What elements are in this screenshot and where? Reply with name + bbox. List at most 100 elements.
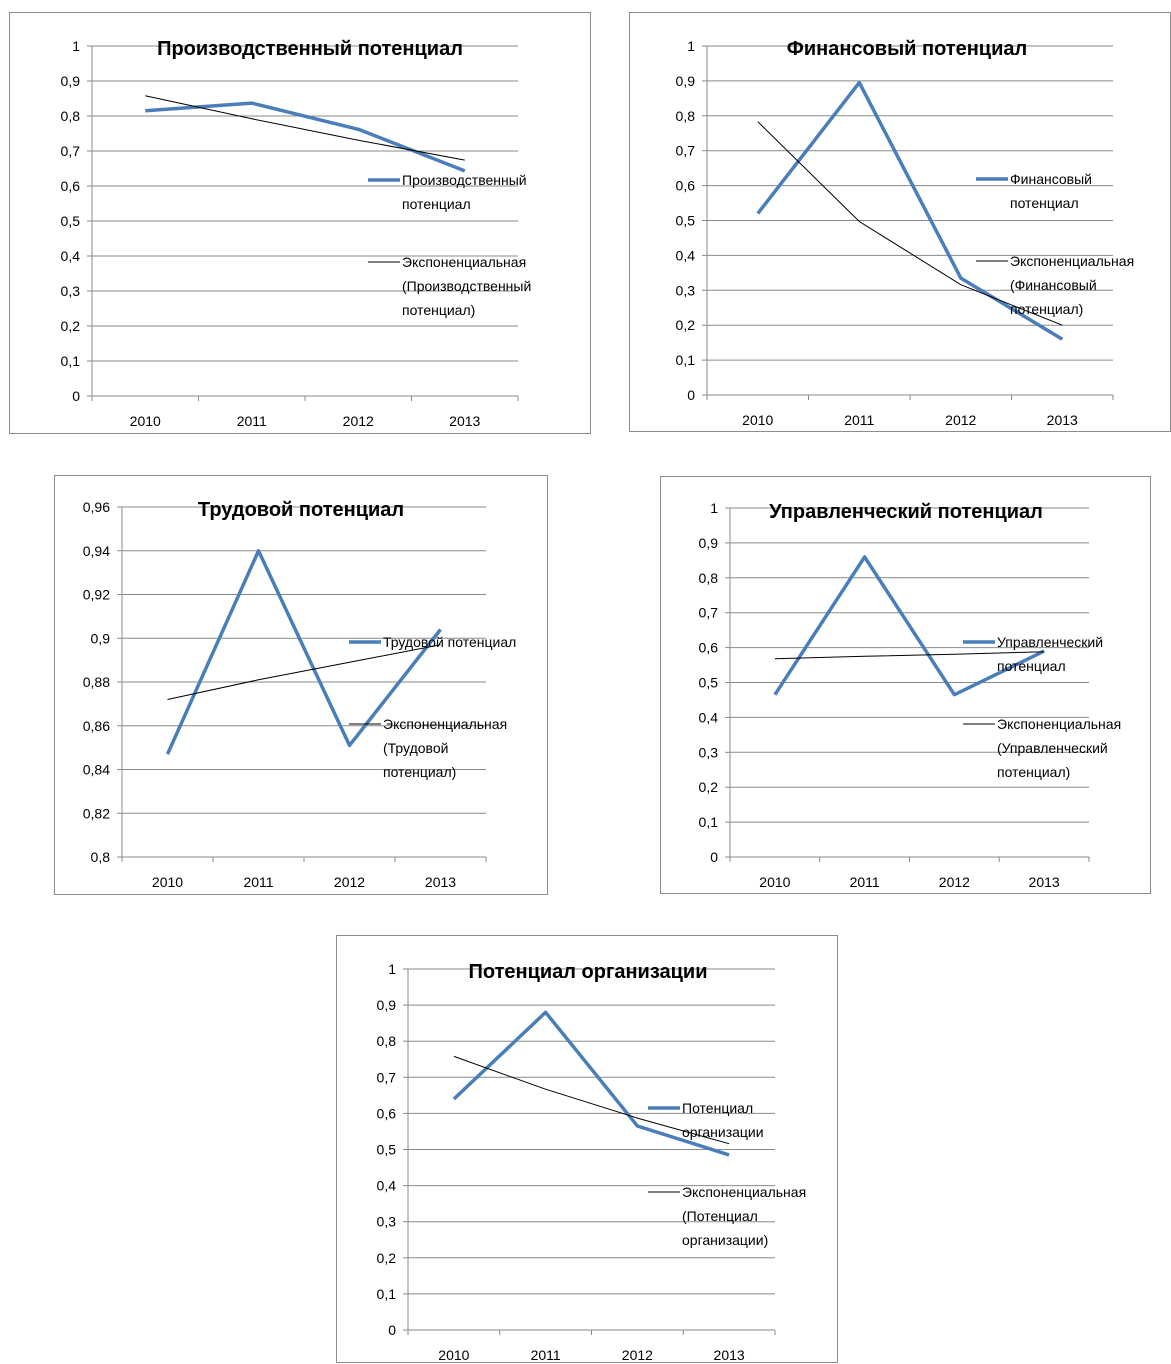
y-tick-label: 0,9 <box>377 997 397 1013</box>
y-tick-label: 0,8 <box>91 849 111 865</box>
y-tick-label: 0,4 <box>699 709 719 725</box>
y-tick-label: 0,6 <box>699 640 719 656</box>
y-tick-label: 0 <box>388 1322 396 1338</box>
y-tick-label: 0,7 <box>61 143 81 159</box>
y-tick-label: 0 <box>72 388 80 404</box>
chart-production-potential: 0 0,1 0,2 0,3 0,4 0,5 0,6 0,7 0,8 0,9 1 2010 2011 201… <box>9 12 591 434</box>
legend-label: Экспоненциальная <box>383 716 507 732</box>
chart-organization-potential: 0 0,1 0,2 0,3 0,4 0,5 0,6 0,7 0,8 0,9 1 2010 2011 201… <box>336 935 838 1363</box>
y-tick-label: 0,82 <box>83 805 110 821</box>
y-tick-label: 0,7 <box>377 1069 397 1085</box>
y-tick-label: 0,1 <box>676 352 696 368</box>
x-tick-label: 2011 <box>237 413 267 429</box>
y-tick-label: 0,88 <box>83 674 110 690</box>
y-tick-label: 1 <box>388 961 396 977</box>
y-tick-label: 0,5 <box>377 1142 397 1158</box>
chart-svg: 0,8 0,82 0,84 0,86 0,88 0,9 0,92 0,94 0,96 2010 20… <box>83 499 517 890</box>
legend-label: (Финансовый <box>1010 277 1097 293</box>
x-tick-label: 2010 <box>742 412 773 428</box>
legend-label: Экспоненциальная <box>402 254 526 270</box>
y-tick-label: 0,3 <box>377 1214 397 1230</box>
y-tick-label: 0,5 <box>699 675 719 691</box>
y-tick-label: 0,4 <box>377 1178 397 1194</box>
x-tick-label: 2011 <box>531 1347 561 1363</box>
chart-title: Производственный потенциал <box>157 38 463 60</box>
y-tick-label: 0,6 <box>377 1105 397 1121</box>
chart-title: Управленческий потенциал <box>769 501 1043 523</box>
y-tick-label: 0,96 <box>83 499 110 515</box>
y-tick-label: 0,2 <box>377 1250 397 1266</box>
y-tick-label: 0,1 <box>377 1286 397 1302</box>
y-tick-label: 0,1 <box>699 814 719 830</box>
chart-svg: 0 0,1 0,2 0,3 0,4 0,5 0,6 0,7 0,8 0,9 1 2010 2011 201… <box>676 38 1135 428</box>
y-tick-label: 0,3 <box>676 282 696 298</box>
legend-label: (Производственный <box>402 278 531 294</box>
trendline <box>757 121 1063 326</box>
y-tick-label: 0,1 <box>61 353 81 369</box>
legend-label: потенциал) <box>402 302 475 318</box>
chart-labor-potential: 0,8 0,82 0,84 0,86 0,88 0,9 0,92 0,94 0,96 2010 20… <box>54 475 548 895</box>
chart-svg: 0 0,1 0,2 0,3 0,4 0,5 0,6 0,7 0,8 0,9 1 2010 2011 201… <box>377 961 807 1363</box>
chart-financial-potential: 0 0,1 0,2 0,3 0,4 0,5 0,6 0,7 0,8 0,9 1 2010 2011 201… <box>629 12 1171 432</box>
series-line <box>165 549 442 755</box>
y-tick-label: 0,84 <box>83 762 110 778</box>
legend-label: (Потенциал <box>682 1208 758 1224</box>
legend-label: (Трудовой <box>383 740 448 756</box>
y-tick-label: 0,8 <box>676 108 696 124</box>
x-tick-label: 2011 <box>844 412 874 428</box>
y-tick-label: 0,7 <box>699 605 719 621</box>
x-tick-label: 2012 <box>622 1347 653 1363</box>
x-tick-label: 2013 <box>1029 874 1060 890</box>
y-tick-label: 0,8 <box>699 570 719 586</box>
y-tick-label: 0,2 <box>699 779 719 795</box>
trendline <box>167 644 441 700</box>
series-line <box>773 555 1045 697</box>
y-tick-label: 0,8 <box>377 1033 397 1049</box>
x-tick-label: 2013 <box>449 413 480 429</box>
y-tick-label: 0,2 <box>61 318 81 334</box>
legend-label: потенциал) <box>383 764 456 780</box>
x-tick-label: 2013 <box>425 874 456 890</box>
legend-label: потенциал) <box>1010 301 1083 317</box>
y-tick-label: 0 <box>710 849 718 865</box>
legend-label: Трудовой потенциал <box>383 634 516 650</box>
y-tick-label: 0,2 <box>676 317 696 333</box>
legend-label: потенциал) <box>997 764 1070 780</box>
chart-title: Финансовый потенциал <box>787 38 1027 60</box>
x-tick-label: 2012 <box>334 874 365 890</box>
legend-label: Управленческий <box>997 634 1103 650</box>
legend-label: Экспоненциальная <box>682 1184 806 1200</box>
y-tick-label: 1 <box>72 38 80 54</box>
x-tick-label: 2012 <box>343 413 374 429</box>
x-tick-label: 2013 <box>714 1347 745 1363</box>
y-tick-label: 0,9 <box>61 73 81 89</box>
x-tick-label: 2012 <box>945 412 976 428</box>
x-tick-label: 2011 <box>850 874 880 890</box>
y-tick-label: 0,9 <box>91 630 111 646</box>
legend-label: организации <box>682 1124 764 1140</box>
chart-title: Трудовой потенциал <box>198 499 404 521</box>
x-tick-label: 2011 <box>243 874 273 890</box>
legend-label: потенциал <box>1010 195 1079 211</box>
legend-label: потенциал <box>997 658 1066 674</box>
legend-label: потенциал <box>402 196 471 212</box>
y-tick-label: 0,6 <box>676 178 696 194</box>
series-line <box>452 1010 730 1157</box>
y-tick-label: 0,3 <box>61 283 81 299</box>
trendline <box>145 95 465 161</box>
legend-label: Производственный <box>402 172 527 188</box>
y-tick-label: 1 <box>687 38 695 54</box>
y-tick-label: 0 <box>687 387 695 403</box>
chart-title: Потенциал организации <box>468 961 707 983</box>
legend-label: Потенциал <box>682 1100 753 1116</box>
trendline <box>453 1055 730 1145</box>
chart-svg: 0 0,1 0,2 0,3 0,4 0,5 0,6 0,7 0,8 0,9 1 2010 2011 201… <box>61 38 532 429</box>
y-tick-label: 0,9 <box>699 535 719 551</box>
legend-label: Экспоненциальная <box>997 716 1121 732</box>
y-tick-label: 0,86 <box>83 718 110 734</box>
x-tick-label: 2010 <box>759 874 790 890</box>
legend-label: Финансовый <box>1010 171 1092 187</box>
x-tick-label: 2010 <box>438 1347 469 1363</box>
legend-label: организации) <box>682 1232 768 1248</box>
series-line <box>756 80 1064 341</box>
